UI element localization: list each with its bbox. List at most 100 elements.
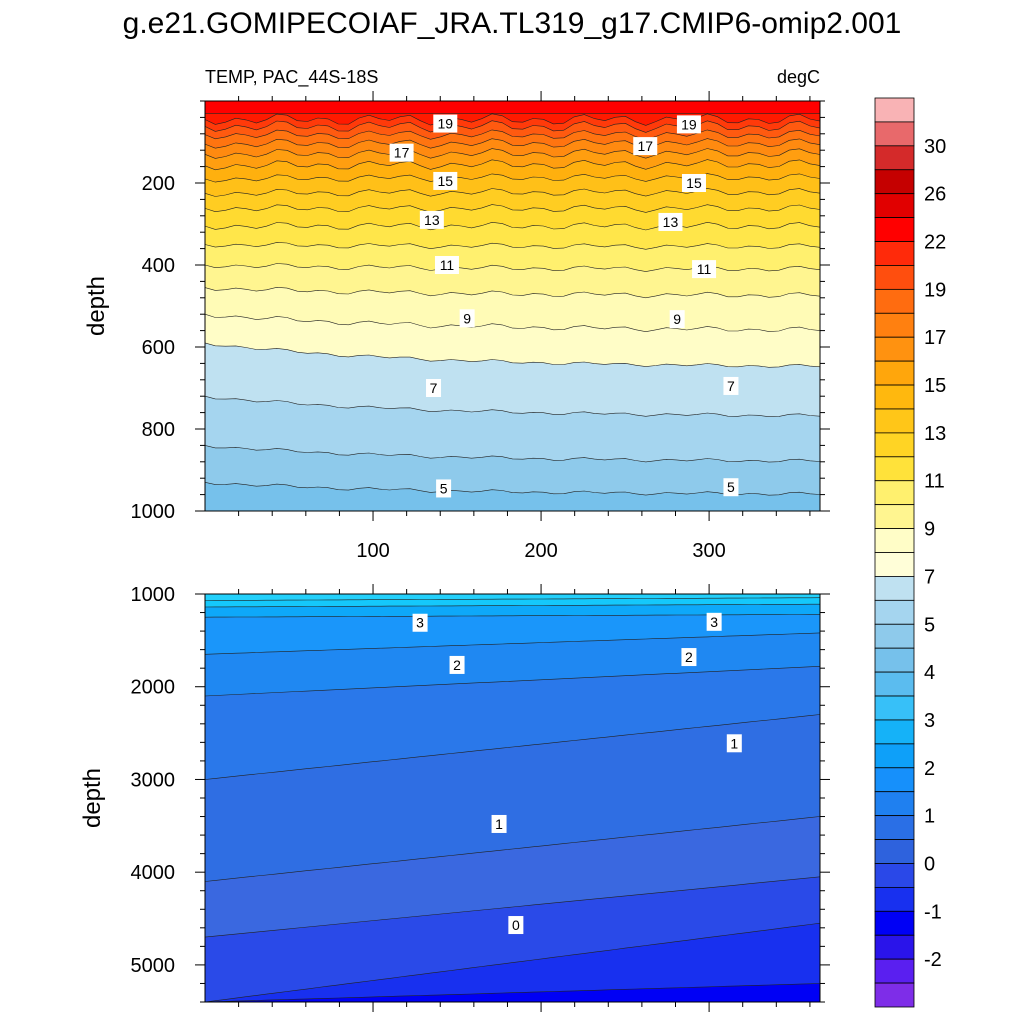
colorbar-box xyxy=(874,360,915,386)
contour-label-text: 17 xyxy=(394,145,410,161)
contour-label: 17 xyxy=(633,137,658,156)
y-tick-label: 1000 xyxy=(131,584,176,606)
colorbar-label: 30 xyxy=(924,136,946,158)
contour-label-text: 13 xyxy=(663,214,679,230)
upper-contour-line xyxy=(204,120,821,133)
colorbar-box xyxy=(874,743,915,769)
colorbar-label: 13 xyxy=(924,423,946,445)
x-tick-label: 300 xyxy=(692,540,725,562)
upper-contour-line xyxy=(204,221,821,231)
contour-label-text: 2 xyxy=(685,649,693,665)
upper-contour-line xyxy=(204,482,821,496)
contour-label-box xyxy=(459,309,475,328)
colorbar-label: 4 xyxy=(924,662,935,684)
colorbar-box xyxy=(874,121,915,147)
lower-contour-line xyxy=(204,666,821,697)
contour-label: 7 xyxy=(426,379,442,397)
x-tick-label: 100 xyxy=(356,540,389,562)
colorbar-box xyxy=(874,695,915,721)
contour-label: 1 xyxy=(491,814,507,833)
contour-label-text: 7 xyxy=(430,380,438,396)
lower-contour-line xyxy=(204,632,821,655)
colorbar-label: 0 xyxy=(924,853,935,875)
upper-contour-line xyxy=(204,138,821,149)
colorbar-box xyxy=(874,839,915,864)
contour-label-box xyxy=(434,256,459,274)
colorbar-box xyxy=(874,958,915,984)
colorbar-box xyxy=(874,528,915,553)
upper-contour-line xyxy=(204,159,821,171)
y-tick-label: 600 xyxy=(142,337,175,359)
colorbar-box xyxy=(874,456,915,482)
lower-ylabel: depth xyxy=(79,768,106,828)
lower-contour-line xyxy=(204,603,820,608)
contour-label-text: 0 xyxy=(512,917,520,933)
contour-label-box xyxy=(723,478,739,497)
colorbar-box xyxy=(874,241,915,266)
colorbar-label: 11 xyxy=(924,471,945,493)
colorbar-box xyxy=(874,791,915,817)
colorbar-box xyxy=(874,886,915,912)
upper-contour-line xyxy=(204,148,821,159)
colorbar-box xyxy=(874,504,915,529)
contour-label-box xyxy=(633,137,658,156)
contour-label-box xyxy=(658,212,683,231)
contour-label-box xyxy=(681,648,697,667)
colorbar-box xyxy=(874,432,915,458)
upper-contour-line xyxy=(204,342,821,368)
colorbar-label: 1 xyxy=(924,806,935,828)
contour-label: 5 xyxy=(723,478,739,497)
colorbar-box xyxy=(874,312,915,338)
contour-label-box xyxy=(669,310,685,329)
contour-label-text: 5 xyxy=(440,480,448,496)
colorbar-label: 5 xyxy=(924,614,935,636)
lower-contour-line xyxy=(204,983,821,1003)
upper-contour-line xyxy=(204,188,821,197)
colorbar-box xyxy=(874,719,915,745)
colorbar-box xyxy=(874,169,915,195)
contour-label: 2 xyxy=(681,648,697,667)
x-tick-label: 200 xyxy=(524,540,557,562)
contour-label: 1 xyxy=(726,734,742,753)
y-tick-label: 3000 xyxy=(131,769,176,791)
upper-contour-line xyxy=(204,313,821,333)
contour-label: 9 xyxy=(669,310,685,329)
contour-label: 7 xyxy=(723,376,739,395)
colorbar-box xyxy=(874,480,915,506)
lower-contour-line xyxy=(204,816,821,882)
colorbar-box xyxy=(874,576,915,601)
lower-contour-line xyxy=(204,597,821,601)
contour-label-box xyxy=(681,174,706,192)
upper-contour-line xyxy=(204,286,821,299)
contour-label-box xyxy=(436,479,452,498)
contour-label: 15 xyxy=(433,171,458,190)
contour-label-box xyxy=(676,115,701,134)
contour-label-box xyxy=(389,143,414,162)
contour-label-box xyxy=(449,655,465,674)
upper-ylabel: depth xyxy=(83,276,110,336)
contour-label: 15 xyxy=(681,174,706,192)
contour-label-text: 11 xyxy=(440,257,455,273)
colorbar-box xyxy=(874,623,915,649)
colorbar-label: 2 xyxy=(924,758,935,780)
contour-label-box xyxy=(692,260,717,279)
y-tick-label: 2000 xyxy=(131,677,176,699)
contour-label-text: 3 xyxy=(416,615,424,631)
contour-label-text: 2 xyxy=(453,657,461,673)
contour-label: 3 xyxy=(412,613,428,632)
y-tick-label: 4000 xyxy=(131,862,176,884)
contour-label-text: 1 xyxy=(495,816,503,832)
upper-contour-line xyxy=(204,113,821,126)
colorbar-box xyxy=(874,552,915,577)
upper-contour-line xyxy=(204,263,821,272)
colorbar-box xyxy=(874,934,915,960)
colorbar-box xyxy=(874,647,915,673)
colorbar-label: 3 xyxy=(924,710,935,732)
contour-label: 19 xyxy=(433,114,458,133)
colorbar-label: 22 xyxy=(924,232,946,254)
contour-label: 5 xyxy=(436,479,452,498)
contour-label-box xyxy=(426,379,442,397)
